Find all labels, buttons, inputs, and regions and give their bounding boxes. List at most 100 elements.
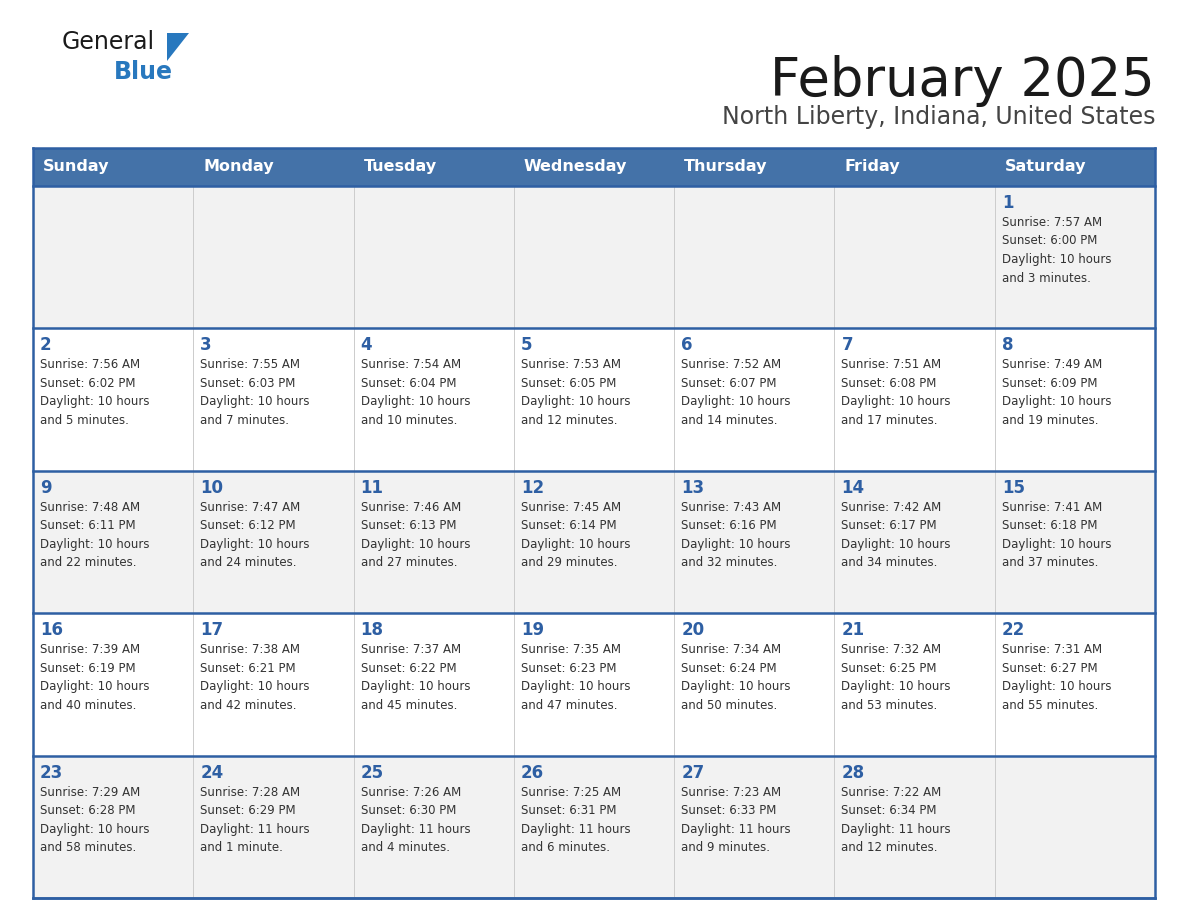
Text: Sunrise: 7:46 AM
Sunset: 6:13 PM
Daylight: 10 hours
and 27 minutes.: Sunrise: 7:46 AM Sunset: 6:13 PM Dayligh… bbox=[361, 501, 470, 569]
Text: Sunrise: 7:31 AM
Sunset: 6:27 PM
Daylight: 10 hours
and 55 minutes.: Sunrise: 7:31 AM Sunset: 6:27 PM Dayligh… bbox=[1001, 644, 1111, 711]
Text: 13: 13 bbox=[681, 479, 704, 497]
Bar bbox=[834, 186, 994, 329]
Text: 1: 1 bbox=[1001, 194, 1013, 212]
Text: Sunrise: 7:45 AM
Sunset: 6:14 PM
Daylight: 10 hours
and 29 minutes.: Sunrise: 7:45 AM Sunset: 6:14 PM Dayligh… bbox=[520, 501, 631, 569]
Bar bbox=[994, 186, 1155, 329]
Text: Sunrise: 7:51 AM
Sunset: 6:08 PM
Daylight: 10 hours
and 17 minutes.: Sunrise: 7:51 AM Sunset: 6:08 PM Dayligh… bbox=[841, 358, 950, 427]
Text: Sunrise: 7:29 AM
Sunset: 6:28 PM
Daylight: 10 hours
and 58 minutes.: Sunrise: 7:29 AM Sunset: 6:28 PM Dayligh… bbox=[40, 786, 150, 854]
Text: Sunrise: 7:49 AM
Sunset: 6:09 PM
Daylight: 10 hours
and 19 minutes.: Sunrise: 7:49 AM Sunset: 6:09 PM Dayligh… bbox=[1001, 358, 1111, 427]
Text: 26: 26 bbox=[520, 764, 544, 781]
Text: Sunrise: 7:38 AM
Sunset: 6:21 PM
Daylight: 10 hours
and 42 minutes.: Sunrise: 7:38 AM Sunset: 6:21 PM Dayligh… bbox=[201, 644, 310, 711]
Text: 5: 5 bbox=[520, 336, 532, 354]
Text: 10: 10 bbox=[201, 479, 223, 497]
Text: Sunrise: 7:42 AM
Sunset: 6:17 PM
Daylight: 10 hours
and 34 minutes.: Sunrise: 7:42 AM Sunset: 6:17 PM Dayligh… bbox=[841, 501, 950, 569]
Text: 2: 2 bbox=[40, 336, 51, 354]
Bar bbox=[674, 186, 834, 329]
Text: Sunrise: 7:57 AM
Sunset: 6:00 PM
Daylight: 10 hours
and 3 minutes.: Sunrise: 7:57 AM Sunset: 6:00 PM Dayligh… bbox=[1001, 216, 1111, 285]
Text: Sunrise: 7:55 AM
Sunset: 6:03 PM
Daylight: 10 hours
and 7 minutes.: Sunrise: 7:55 AM Sunset: 6:03 PM Dayligh… bbox=[201, 358, 310, 427]
Bar bbox=[994, 329, 1155, 471]
Bar bbox=[514, 186, 674, 329]
Text: Sunrise: 7:23 AM
Sunset: 6:33 PM
Daylight: 11 hours
and 9 minutes.: Sunrise: 7:23 AM Sunset: 6:33 PM Dayligh… bbox=[681, 786, 791, 854]
Bar bbox=[33, 148, 1155, 186]
Bar bbox=[194, 186, 354, 329]
Bar bbox=[354, 329, 514, 471]
Text: 4: 4 bbox=[361, 336, 372, 354]
Text: 28: 28 bbox=[841, 764, 865, 781]
Text: Sunrise: 7:43 AM
Sunset: 6:16 PM
Daylight: 10 hours
and 32 minutes.: Sunrise: 7:43 AM Sunset: 6:16 PM Dayligh… bbox=[681, 501, 791, 569]
Bar bbox=[33, 756, 194, 898]
Text: 11: 11 bbox=[361, 479, 384, 497]
Text: Sunrise: 7:22 AM
Sunset: 6:34 PM
Daylight: 11 hours
and 12 minutes.: Sunrise: 7:22 AM Sunset: 6:34 PM Dayligh… bbox=[841, 786, 952, 854]
Text: Monday: Monday bbox=[203, 160, 274, 174]
Text: 9: 9 bbox=[40, 479, 51, 497]
Text: 16: 16 bbox=[40, 621, 63, 639]
Bar bbox=[834, 329, 994, 471]
Text: Sunrise: 7:52 AM
Sunset: 6:07 PM
Daylight: 10 hours
and 14 minutes.: Sunrise: 7:52 AM Sunset: 6:07 PM Dayligh… bbox=[681, 358, 791, 427]
Text: 20: 20 bbox=[681, 621, 704, 639]
Text: Sunrise: 7:48 AM
Sunset: 6:11 PM
Daylight: 10 hours
and 22 minutes.: Sunrise: 7:48 AM Sunset: 6:11 PM Dayligh… bbox=[40, 501, 150, 569]
Bar bbox=[354, 756, 514, 898]
Bar bbox=[834, 756, 994, 898]
Text: 25: 25 bbox=[361, 764, 384, 781]
Bar bbox=[354, 471, 514, 613]
Bar bbox=[33, 613, 194, 756]
Bar bbox=[674, 756, 834, 898]
Text: Friday: Friday bbox=[845, 160, 901, 174]
Text: 23: 23 bbox=[40, 764, 63, 781]
Text: General: General bbox=[62, 30, 156, 54]
Text: Sunrise: 7:54 AM
Sunset: 6:04 PM
Daylight: 10 hours
and 10 minutes.: Sunrise: 7:54 AM Sunset: 6:04 PM Dayligh… bbox=[361, 358, 470, 427]
Bar bbox=[33, 471, 194, 613]
Bar bbox=[514, 756, 674, 898]
Bar bbox=[354, 186, 514, 329]
Polygon shape bbox=[168, 33, 189, 61]
Text: Sunrise: 7:41 AM
Sunset: 6:18 PM
Daylight: 10 hours
and 37 minutes.: Sunrise: 7:41 AM Sunset: 6:18 PM Dayligh… bbox=[1001, 501, 1111, 569]
Text: Sunrise: 7:39 AM
Sunset: 6:19 PM
Daylight: 10 hours
and 40 minutes.: Sunrise: 7:39 AM Sunset: 6:19 PM Dayligh… bbox=[40, 644, 150, 711]
Bar bbox=[834, 471, 994, 613]
Text: 21: 21 bbox=[841, 621, 865, 639]
Text: Sunrise: 7:25 AM
Sunset: 6:31 PM
Daylight: 11 hours
and 6 minutes.: Sunrise: 7:25 AM Sunset: 6:31 PM Dayligh… bbox=[520, 786, 631, 854]
Text: 22: 22 bbox=[1001, 621, 1025, 639]
Bar bbox=[994, 613, 1155, 756]
Text: Sunrise: 7:32 AM
Sunset: 6:25 PM
Daylight: 10 hours
and 53 minutes.: Sunrise: 7:32 AM Sunset: 6:25 PM Dayligh… bbox=[841, 644, 950, 711]
Bar bbox=[194, 756, 354, 898]
Text: 12: 12 bbox=[520, 479, 544, 497]
Bar bbox=[33, 329, 194, 471]
Bar bbox=[674, 471, 834, 613]
Text: Sunrise: 7:34 AM
Sunset: 6:24 PM
Daylight: 10 hours
and 50 minutes.: Sunrise: 7:34 AM Sunset: 6:24 PM Dayligh… bbox=[681, 644, 791, 711]
Text: 7: 7 bbox=[841, 336, 853, 354]
Text: Sunrise: 7:56 AM
Sunset: 6:02 PM
Daylight: 10 hours
and 5 minutes.: Sunrise: 7:56 AM Sunset: 6:02 PM Dayligh… bbox=[40, 358, 150, 427]
Text: 24: 24 bbox=[201, 764, 223, 781]
Text: North Liberty, Indiana, United States: North Liberty, Indiana, United States bbox=[721, 105, 1155, 129]
Bar bbox=[33, 186, 194, 329]
Bar bbox=[994, 756, 1155, 898]
Text: 3: 3 bbox=[201, 336, 211, 354]
Text: 17: 17 bbox=[201, 621, 223, 639]
Text: 8: 8 bbox=[1001, 336, 1013, 354]
Text: 14: 14 bbox=[841, 479, 865, 497]
Text: 6: 6 bbox=[681, 336, 693, 354]
Text: Sunrise: 7:47 AM
Sunset: 6:12 PM
Daylight: 10 hours
and 24 minutes.: Sunrise: 7:47 AM Sunset: 6:12 PM Dayligh… bbox=[201, 501, 310, 569]
Bar bbox=[194, 613, 354, 756]
Text: Sunrise: 7:53 AM
Sunset: 6:05 PM
Daylight: 10 hours
and 12 minutes.: Sunrise: 7:53 AM Sunset: 6:05 PM Dayligh… bbox=[520, 358, 631, 427]
Text: Wednesday: Wednesday bbox=[524, 160, 627, 174]
Text: Sunrise: 7:28 AM
Sunset: 6:29 PM
Daylight: 11 hours
and 1 minute.: Sunrise: 7:28 AM Sunset: 6:29 PM Dayligh… bbox=[201, 786, 310, 854]
Bar bbox=[354, 613, 514, 756]
Bar bbox=[674, 613, 834, 756]
Text: 27: 27 bbox=[681, 764, 704, 781]
Bar bbox=[514, 329, 674, 471]
Text: Thursday: Thursday bbox=[684, 160, 767, 174]
Text: 19: 19 bbox=[520, 621, 544, 639]
Bar bbox=[514, 613, 674, 756]
Text: Saturday: Saturday bbox=[1005, 160, 1086, 174]
Text: 15: 15 bbox=[1001, 479, 1025, 497]
Text: Sunrise: 7:37 AM
Sunset: 6:22 PM
Daylight: 10 hours
and 45 minutes.: Sunrise: 7:37 AM Sunset: 6:22 PM Dayligh… bbox=[361, 644, 470, 711]
Bar bbox=[994, 471, 1155, 613]
Text: 18: 18 bbox=[361, 621, 384, 639]
Text: February 2025: February 2025 bbox=[770, 55, 1155, 107]
Text: Blue: Blue bbox=[114, 60, 173, 84]
Text: Sunrise: 7:26 AM
Sunset: 6:30 PM
Daylight: 11 hours
and 4 minutes.: Sunrise: 7:26 AM Sunset: 6:30 PM Dayligh… bbox=[361, 786, 470, 854]
Text: Sunday: Sunday bbox=[43, 160, 109, 174]
Text: Tuesday: Tuesday bbox=[364, 160, 437, 174]
Bar bbox=[834, 613, 994, 756]
Bar bbox=[194, 471, 354, 613]
